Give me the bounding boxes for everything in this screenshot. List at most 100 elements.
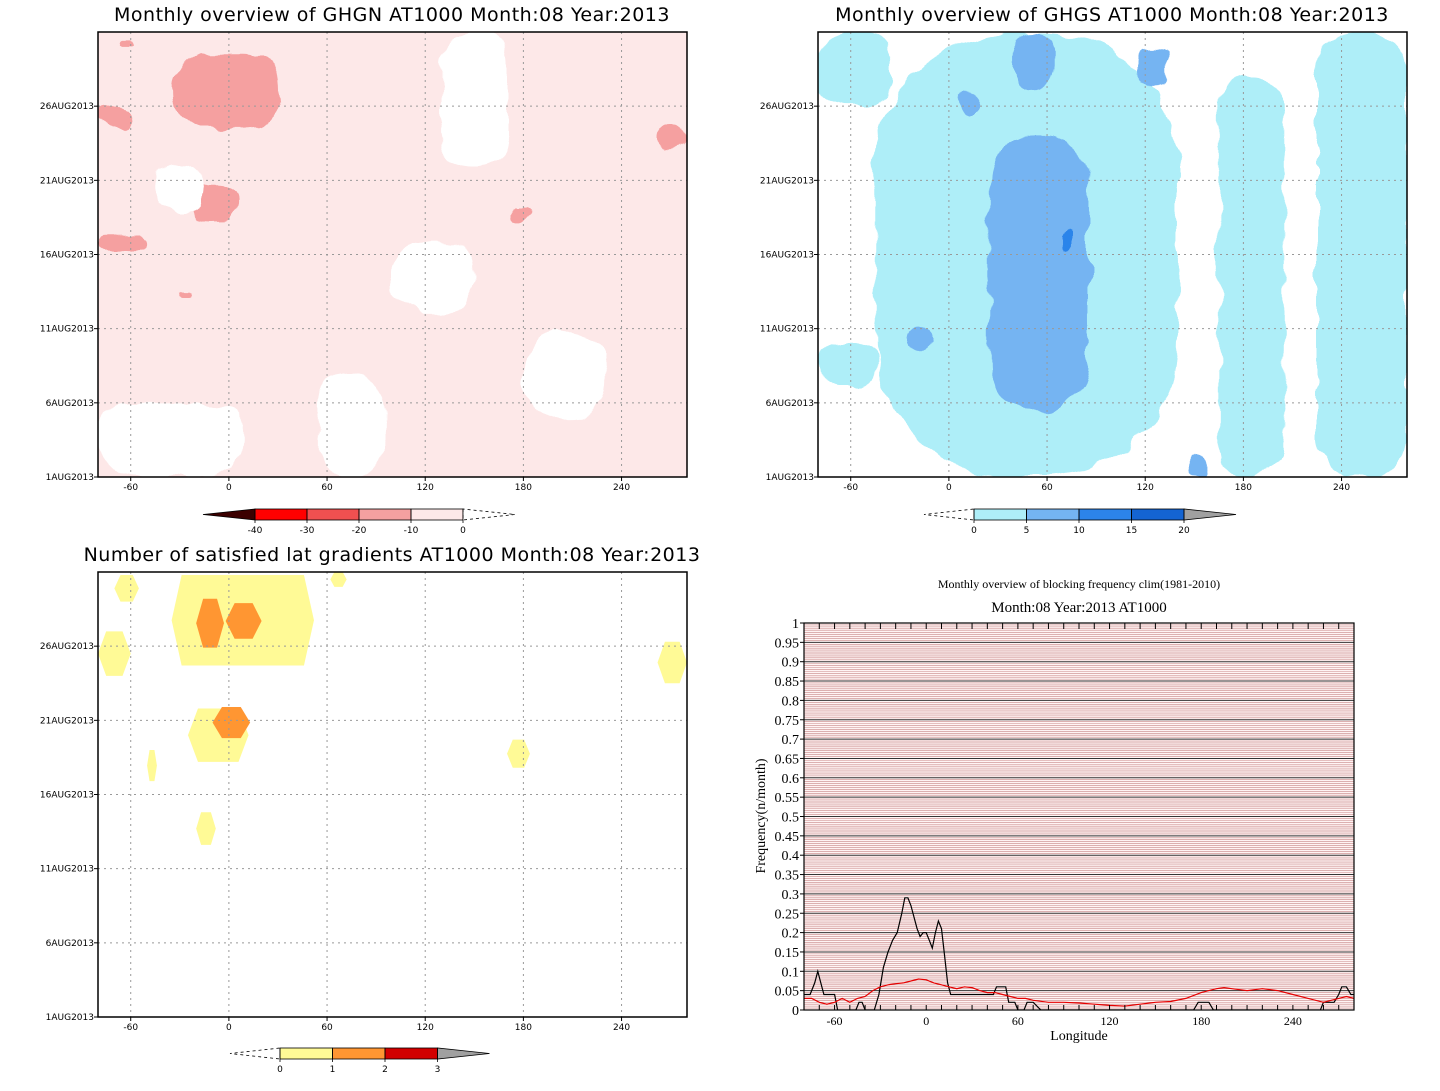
grad-colorbar-label: 2: [382, 1065, 388, 1075]
ghgn-ytick-label: 11AUG2013: [40, 325, 94, 335]
grad-colorbar-segment: [332, 1047, 386, 1060]
ghgs-xtick-label: 180: [1235, 483, 1252, 493]
grad-title: Number of satisfied lat gradients AT1000…: [84, 544, 701, 566]
freq-ylabel: Frequency(n/month): [754, 758, 769, 873]
ghgn-patch: [155, 165, 205, 210]
ghgn-patch: [179, 287, 192, 295]
ghgn-colorbar-label: -30: [300, 526, 315, 536]
ghgs-patch: [1194, 454, 1208, 477]
freq-ytick-label: 0.15: [775, 946, 800, 961]
ghgs-xtick-label: 60: [1041, 483, 1053, 493]
ghgs-colorbar-min-arrow: [923, 508, 975, 521]
grad-xtick-label: 0: [226, 1023, 232, 1033]
grad-patch: [657, 641, 687, 684]
ghgs-patch: [989, 135, 1088, 411]
ghgn-colorbar-label: -40: [248, 526, 263, 536]
ghgs-patch: [957, 91, 982, 117]
ghgn-patch: [119, 39, 134, 46]
grad-contour-patches: [98, 572, 687, 845]
ghgs-colorbar: 0 5 10 15 20: [923, 508, 1237, 536]
ghgn-ytick-label: 1AUG2013: [46, 473, 94, 483]
ghgn-colorbar-min-arrow: [202, 508, 256, 521]
ghgs-colorbar-label: 5: [1024, 526, 1030, 536]
ghgn-colorbar-label: -10: [404, 526, 419, 536]
ghgn-patch: [171, 54, 278, 129]
ghgn-xtick-label: 120: [417, 483, 434, 493]
grad-patch: [225, 603, 262, 639]
freq-ytick-label: 0.8: [782, 694, 800, 709]
ghgs-xtick-label: -60: [843, 483, 858, 493]
freq-ytick-label: 0.75: [775, 714, 800, 729]
grad-patch: [212, 706, 251, 739]
freq-xtick-label: 0: [923, 1014, 929, 1028]
freq-ytick-label: 0.55: [775, 791, 800, 806]
ghgn-colorbar-segment: [410, 508, 464, 521]
ghgs-colorbar-label: 0: [971, 526, 977, 536]
ghgn-xtick-label: 180: [515, 483, 532, 493]
ghgs-colorbar-label: 20: [1178, 526, 1190, 536]
panel-ghgs: Monthly overview of GHGS AT1000 Month:08…: [760, 4, 1408, 536]
ghgs-patch: [1137, 46, 1170, 87]
grad-xtick-label: 120: [417, 1023, 434, 1033]
ghgn-colorbar: -40 -30 -20 -10 0: [202, 508, 516, 536]
panel-freq: Monthly overview of blocking frequency c…: [754, 577, 1355, 1044]
ghgs-grid: [818, 32, 1407, 477]
freq-ytick-label: 0.7: [782, 733, 800, 748]
ghgn-title: Monthly overview of GHGN AT1000 Month:08…: [114, 4, 670, 26]
freq-title: Month:08 Year:2013 AT1000: [991, 600, 1166, 616]
grad-ytick-label: 16AUG2013: [40, 791, 94, 801]
freq-xlabel: Longitude: [1050, 1029, 1108, 1044]
ghgs-colorbar-segment: [1078, 508, 1132, 521]
ghgs-title: Monthly overview of GHGS AT1000 Month:08…: [835, 4, 1389, 26]
ghgs-xtick-label: 240: [1333, 483, 1350, 493]
freq-ytick-label: 0.05: [775, 985, 800, 1000]
freq-ytick-label: 1: [792, 617, 799, 632]
grad-colorbar-max-arrow: [437, 1047, 490, 1060]
ghgn-ytick-label: 26AUG2013: [40, 102, 94, 112]
ghgn-grid: [98, 32, 687, 477]
ghgs-ytick-label: 16AUG2013: [760, 251, 814, 261]
freq-ytick-label: 0.25: [775, 907, 800, 922]
ghgn-ytick-label: 21AUG2013: [40, 176, 94, 186]
ghgn-colorbar-segment: [306, 508, 360, 521]
ghgn-patch: [523, 328, 606, 418]
ghgs-ytick-label: 1AUG2013: [766, 473, 814, 483]
grad-colorbar-label: 0: [277, 1065, 283, 1075]
freq-ytick-label: 0.45: [775, 830, 800, 845]
ghgn-xtick-label: -60: [123, 483, 138, 493]
ghgs-patch: [1058, 232, 1070, 251]
ghgs-colorbar-max-arrow: [1183, 508, 1237, 521]
grad-xtick-label: 180: [515, 1023, 532, 1033]
ghgs-ytick-label: 6AUG2013: [766, 399, 814, 409]
ghgn-patch: [98, 104, 131, 127]
ghgs-colorbar-segment: [1131, 508, 1185, 521]
ghgs-ytick-label: 21AUG2013: [760, 176, 814, 186]
grad-ytick-label: 11AUG2013: [40, 865, 94, 875]
freq-ytick-label: 0.6: [782, 772, 800, 787]
ghgs-axes: -60 0 60 120 180 240 1AUG2013 6AUG2013 11AUG2013…: [760, 102, 1350, 493]
ghgs-patch: [818, 32, 892, 107]
ghgn-colorbar-label: -20: [352, 526, 367, 536]
grad-colorbar-label: 1: [330, 1065, 336, 1075]
freq-xtick-label: 180: [1192, 1014, 1210, 1028]
grad-colorbar-min-arrow: [229, 1047, 281, 1060]
ghgn-patch: [98, 402, 246, 477]
ghgs-patch: [1011, 32, 1056, 92]
grad-colorbar: 0 1 2 3: [229, 1047, 490, 1075]
grad-patch: [330, 572, 347, 587]
grad-patch: [196, 812, 216, 845]
ghgs-patch: [1218, 76, 1285, 477]
freq-ytick-label: 0.35: [775, 869, 800, 884]
freq-series-line-clim: [804, 978, 1354, 1007]
ghgs-patch: [818, 343, 876, 388]
ghgn-ytick-label: 16AUG2013: [40, 251, 94, 261]
freq-ytick-label: 0.3: [782, 888, 800, 903]
ghgn-patch: [101, 233, 148, 249]
freq-ytick-label: 0.9: [782, 656, 800, 671]
ghgs-colorbar-label: 15: [1126, 526, 1137, 536]
grad-patch: [98, 631, 131, 676]
freq-ytick-label: 0: [792, 1004, 799, 1019]
ghgn-axes: -60 0 60 120 180 240 1AUG2013 6AUG2013 11AUG2013…: [40, 102, 630, 493]
grad-xtick-label: -60: [123, 1023, 138, 1033]
ghgn-ytick-label: 6AUG2013: [46, 399, 94, 409]
